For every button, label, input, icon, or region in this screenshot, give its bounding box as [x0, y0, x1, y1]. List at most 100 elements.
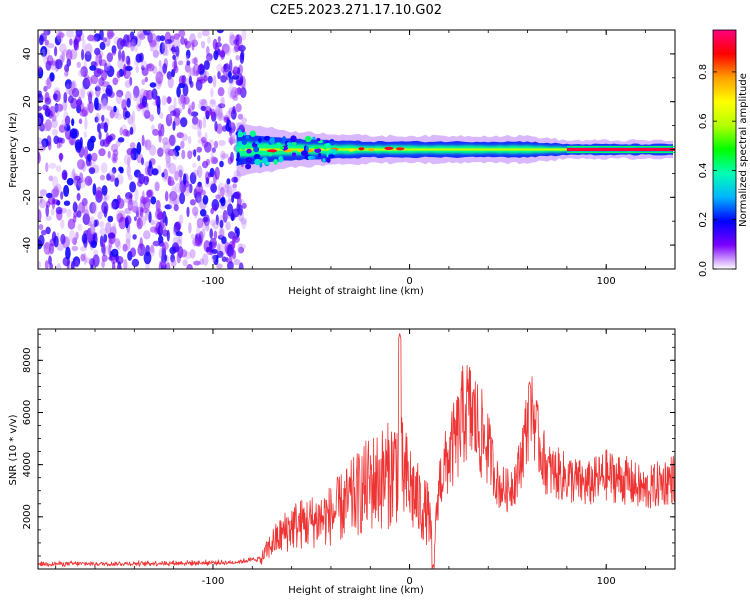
noise-speckle: [178, 30, 186, 38]
noise-speckle: [105, 88, 112, 95]
noise-speckle: [229, 59, 233, 73]
noise-speckle: [122, 34, 130, 47]
noise-speckle: [174, 145, 181, 151]
noise-speckle: [189, 199, 196, 206]
signal-speck: [236, 152, 240, 159]
noise-speckle: [101, 102, 105, 108]
noise-speckle: [75, 231, 79, 240]
noise-speckle: [177, 60, 184, 66]
noise-speckle: [158, 60, 162, 67]
noise-speckle: [82, 213, 91, 226]
y-tick-label: 20: [22, 95, 33, 108]
noise-speckle: [130, 153, 135, 161]
noise-speckle: [173, 97, 177, 110]
noise-speckle: [59, 43, 67, 54]
snr-panel: -100 0 100 2000 4000 6000 8000 Height of stra…: [8, 328, 676, 596]
noise-speckle: [131, 38, 136, 48]
noise-speckle: [126, 97, 131, 108]
noise-speckle: [88, 167, 96, 175]
noise-speckle: [153, 37, 160, 50]
noise-speckle: [211, 147, 216, 153]
noise-speckle: [98, 148, 106, 157]
noise-speckle: [181, 133, 188, 142]
colorbar-tick-label: 0.4: [698, 162, 709, 178]
noise-speckle: [174, 38, 181, 51]
noise-speckle: [169, 196, 173, 210]
noise-speckle: [150, 244, 155, 254]
signal-speck: [332, 148, 337, 155]
noise-speckle: [141, 79, 146, 85]
noise-speckle: [186, 206, 190, 218]
noise-speckle: [102, 37, 107, 43]
noise-speckle: [217, 87, 225, 97]
noise-speckle: [141, 67, 149, 76]
noise-speckle: [200, 40, 206, 49]
noise-speckle: [148, 160, 152, 169]
noise-speckle: [203, 60, 210, 71]
noise-speckle: [193, 260, 201, 266]
y-tick-label: 2000: [22, 504, 33, 529]
noise-speckle: [72, 237, 78, 246]
noise-speckle: [87, 229, 93, 242]
noise-speckle: [227, 136, 236, 144]
noise-speckle: [240, 87, 247, 99]
noise-speckle: [73, 38, 78, 51]
noise-speckle: [53, 235, 59, 248]
noise-speckle: [170, 258, 177, 268]
noise-speckle: [101, 185, 108, 196]
noise-speckle: [86, 102, 91, 111]
noise-speckle: [107, 31, 115, 38]
noise-speckle: [90, 61, 97, 67]
noise-speckle: [123, 197, 132, 204]
noise-speckle: [101, 114, 105, 123]
noise-speckle: [152, 240, 161, 247]
noise-speckle: [196, 217, 204, 229]
noise-speckle: [60, 191, 64, 200]
noise-speckle: [123, 154, 131, 165]
noise-speckle: [135, 210, 139, 218]
snr-series-line: [38, 333, 675, 569]
noise-speckle: [148, 211, 152, 224]
noise-speckle: [241, 30, 247, 41]
signal-speck: [243, 131, 247, 136]
noise-speckle: [38, 198, 47, 209]
noise-speckle: [89, 65, 97, 71]
noise-speckle: [41, 229, 47, 236]
noise-speckle: [212, 220, 220, 230]
noise-speckle: [199, 209, 207, 217]
noise-speckle: [232, 105, 236, 115]
noise-speckle: [80, 177, 86, 183]
noise-speckle: [106, 173, 111, 181]
noise-speckle: [191, 41, 195, 51]
noise-speckle: [127, 59, 131, 68]
noise-speckle: [227, 156, 233, 165]
signal-speck: [235, 145, 240, 152]
noise-speckle: [39, 189, 48, 196]
noise-speckle: [205, 158, 210, 166]
noise-speckle: [211, 253, 217, 262]
signal-speck: [258, 137, 262, 143]
noise-speckle: [125, 41, 133, 48]
noise-speckle: [115, 113, 123, 120]
noise-speckle: [172, 193, 180, 207]
noise-speckle: [210, 88, 214, 98]
noise-speckle: [72, 256, 81, 267]
noise-speckle: [220, 49, 225, 60]
noise-speckle: [216, 169, 220, 177]
noise-speckle: [74, 259, 80, 268]
signal-hotspot: [267, 149, 277, 153]
noise-speckle: [191, 116, 199, 126]
signal-speck: [276, 142, 281, 146]
noise-speckle: [225, 221, 231, 231]
noise-speckle: [220, 196, 226, 207]
noise-speckle: [38, 117, 42, 124]
noise-speckle: [147, 164, 154, 177]
noise-speckle: [161, 172, 165, 178]
noise-speckle: [68, 229, 76, 243]
noise-speckle: [92, 201, 98, 215]
noise-speckle: [235, 54, 240, 61]
noise-speckle: [97, 123, 101, 133]
noise-speckle: [178, 214, 184, 225]
noise-speckle: [140, 60, 148, 68]
noise-speckle: [146, 139, 153, 149]
